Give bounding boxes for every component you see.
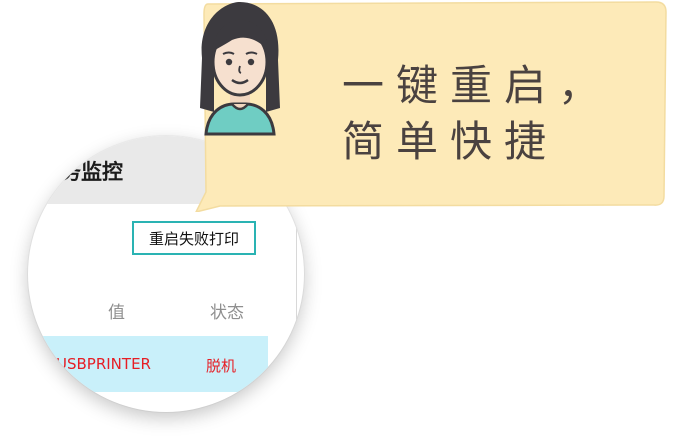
speech-bubble: 一键重启，简单快捷 xyxy=(194,0,669,212)
girl-avatar-icon xyxy=(200,2,280,136)
speech-bubble-shape xyxy=(195,1,667,212)
panel-title: 务监控 xyxy=(60,160,123,184)
column-header-value: 值 xyxy=(108,303,125,323)
column-header-status: 状态 xyxy=(210,303,244,323)
printer-name-cell: USBPRINTER xyxy=(56,355,151,373)
panel-divider xyxy=(296,204,297,412)
table-row[interactable] xyxy=(28,336,268,392)
restart-failed-print-button[interactable]: 重启失败打印 xyxy=(132,221,256,255)
printer-status-cell: 脱机 xyxy=(206,357,237,375)
bubble-message: 一键重启，简单快捷 xyxy=(342,61,613,166)
